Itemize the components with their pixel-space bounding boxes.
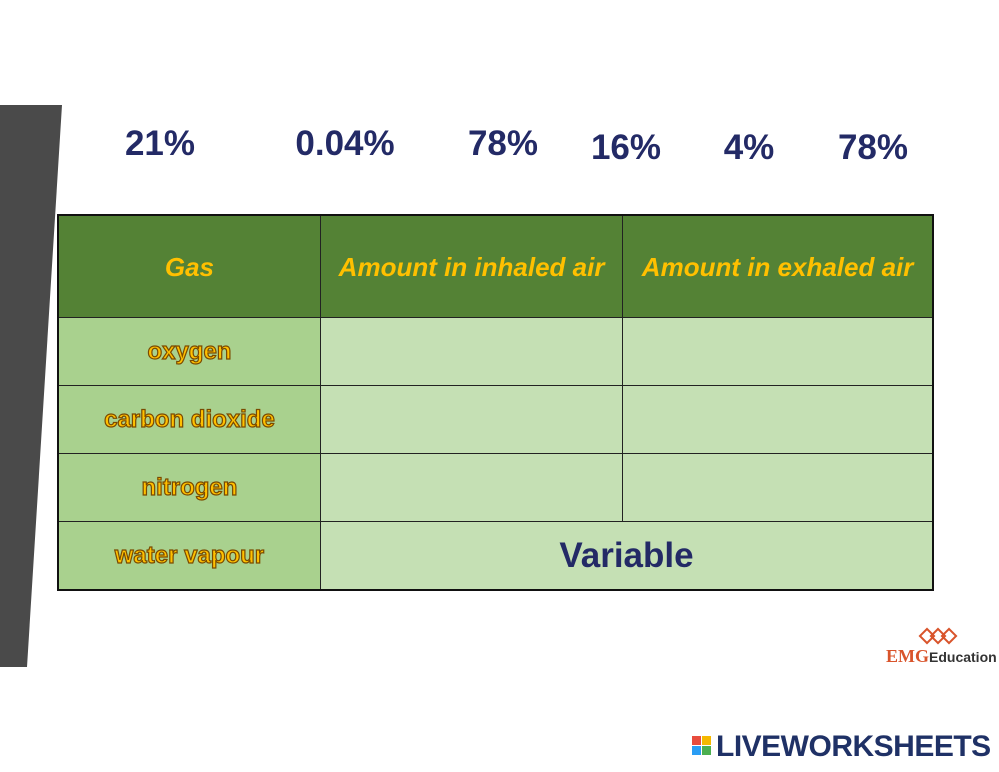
option-chip[interactable]: 78% bbox=[837, 128, 909, 167]
option-chip[interactable]: 16% bbox=[590, 128, 662, 167]
header-cell: Amount in inhaled air bbox=[319, 214, 624, 318]
drop-zone[interactable] bbox=[319, 385, 624, 454]
gas-cell: water vapour bbox=[57, 521, 321, 591]
header-cell: Amount in exhaled air bbox=[622, 214, 934, 318]
lw-icon bbox=[692, 736, 711, 755]
logo-name: Education bbox=[929, 649, 997, 665]
logo-brand: EMG bbox=[886, 646, 929, 666]
header-cell: Gas bbox=[57, 214, 321, 318]
option-chip[interactable]: 0.04% bbox=[295, 124, 395, 163]
drop-zone[interactable] bbox=[319, 453, 624, 522]
gas-cell: nitrogen bbox=[57, 453, 321, 522]
option-chip[interactable]: 21% bbox=[124, 124, 196, 163]
gas-cell: oxygen bbox=[57, 317, 321, 386]
drop-zone[interactable] bbox=[622, 385, 934, 454]
drop-zone[interactable] bbox=[622, 453, 934, 522]
option-chip[interactable]: 78% bbox=[467, 124, 539, 163]
value-cell: Variable bbox=[319, 521, 934, 591]
option-chip[interactable]: 4% bbox=[723, 128, 775, 167]
gas-cell: carbon dioxide bbox=[57, 385, 321, 454]
emg-logo: EMGEducation bbox=[886, 646, 997, 667]
emg-icon bbox=[918, 627, 958, 645]
side-bar bbox=[0, 105, 62, 667]
drop-zone[interactable] bbox=[622, 317, 934, 386]
gas-table: Gas Amount in inhaled air Amount in exha… bbox=[57, 214, 934, 591]
footer-brand: LIVEWORKSHEETS bbox=[716, 730, 991, 763]
drop-zone[interactable] bbox=[319, 317, 624, 386]
